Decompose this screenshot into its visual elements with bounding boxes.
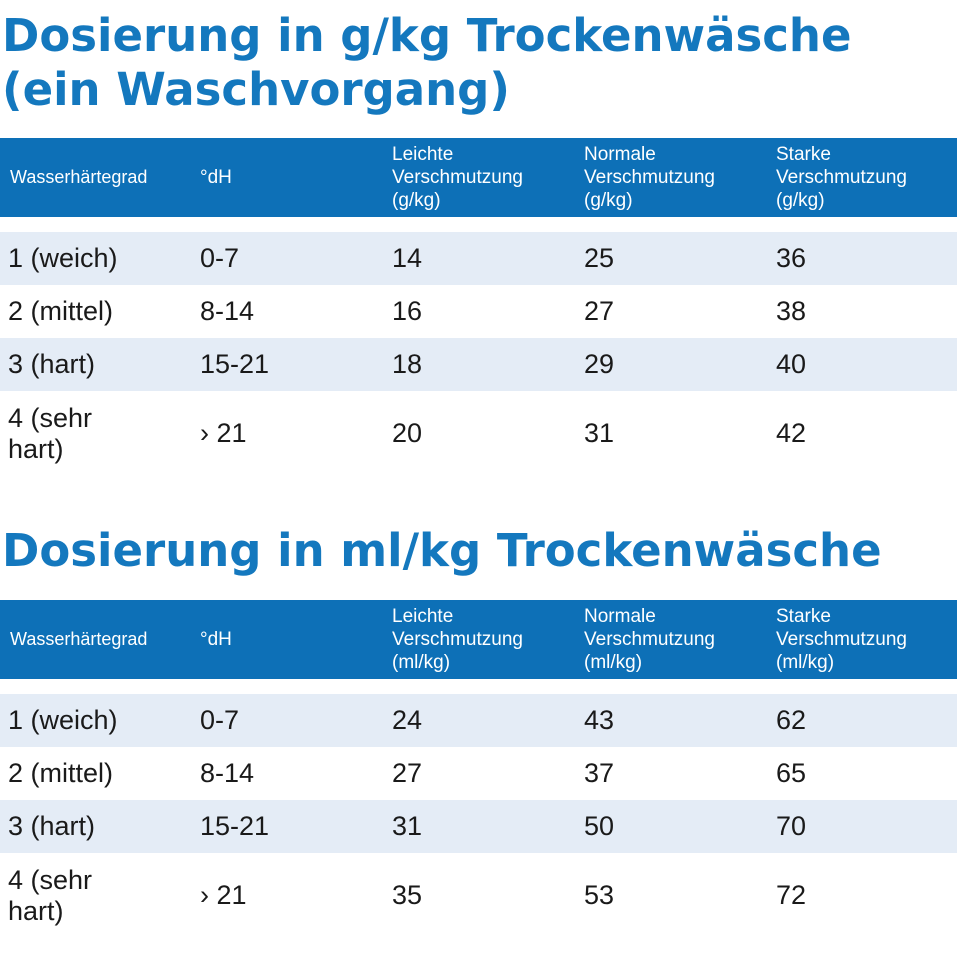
table-row: 4 (sehr hart) › 21 35 53 72 [0, 853, 957, 938]
header-water-hardness: Wasserhärtegrad [10, 167, 148, 187]
table-row: 4 (sehr hart) › 21 20 31 42 [0, 391, 957, 476]
cell-light: 31 [392, 811, 423, 841]
table-header: Wasserhärtegrad °dH Leichte Verschmutzun… [0, 600, 957, 679]
header-normal-soiling: Normale Verschmutzung (g/kg) [584, 144, 715, 211]
cell-normal: 27 [584, 296, 615, 326]
cell-normal: 31 [584, 418, 615, 448]
cell-normal: 29 [584, 349, 615, 379]
cell-hardness: 3 (hart) [8, 811, 96, 841]
cell-dh: 0-7 [200, 705, 240, 735]
cell-dh: 15-21 [200, 811, 270, 841]
cell-normal: 37 [584, 758, 615, 788]
cell-light: 27 [392, 758, 423, 788]
cell-light: 16 [392, 296, 423, 326]
header-water-hardness: Wasserhärtegrad [10, 629, 148, 649]
header-heavy-soiling: Starke Verschmutzung (ml/kg) [776, 606, 907, 673]
table-row: 3 (hart) 15-21 18 29 40 [0, 338, 957, 391]
cell-dh: 15-21 [200, 349, 270, 379]
header-dh: °dH [200, 167, 232, 188]
cell-dh: 0-7 [200, 243, 240, 273]
table-row: 3 (hart) 15-21 31 50 70 [0, 800, 957, 853]
cell-normal: 25 [584, 243, 615, 273]
cell-heavy: 36 [776, 243, 807, 273]
cell-dh: 8-14 [200, 758, 255, 788]
table-row: 1 (weich) 0-7 14 25 36 [0, 232, 957, 285]
cell-heavy: 70 [776, 811, 807, 841]
cell-hardness: 1 (weich) [8, 243, 118, 273]
header-dh: °dH [200, 629, 232, 650]
cell-dh: 8-14 [200, 296, 255, 326]
section-title: Dosierung in ml/kg Trockenwäsche [2, 524, 882, 577]
cell-light: 14 [392, 243, 423, 273]
cell-heavy: 72 [776, 880, 807, 910]
cell-light: 20 [392, 418, 423, 448]
cell-hardness: 4 (sehr hart) [8, 402, 93, 464]
cell-hardness: 3 (hart) [8, 349, 96, 379]
cell-heavy: 40 [776, 349, 807, 379]
cell-heavy: 65 [776, 758, 807, 788]
table-row: 2 (mittel) 8-14 27 37 65 [0, 747, 957, 800]
cell-heavy: 42 [776, 418, 807, 448]
table-row: 2 (mittel) 8-14 16 27 38 [0, 285, 957, 338]
cell-hardness: 4 (sehr hart) [8, 864, 93, 926]
cell-light: 24 [392, 705, 423, 735]
cell-normal: 50 [584, 811, 615, 841]
cell-hardness: 1 (weich) [8, 705, 118, 735]
cell-normal: 53 [584, 880, 615, 910]
header-light-soiling: Leichte Verschmutzung (ml/kg) [392, 606, 523, 673]
cell-hardness: 2 (mittel) [8, 296, 114, 326]
table-header: Wasserhärtegrad °dH Leichte Verschmutzun… [0, 138, 957, 217]
cell-light: 35 [392, 880, 423, 910]
cell-normal: 43 [584, 705, 615, 735]
section-title: Dosierung in g/kg Trockenwäsche (ein Was… [2, 9, 852, 116]
header-heavy-soiling: Starke Verschmutzung (g/kg) [776, 144, 907, 211]
dosage-table-millilitres: Wasserhärtegrad °dH Leichte Verschmutzun… [0, 600, 957, 938]
header-normal-soiling: Normale Verschmutzung (ml/kg) [584, 606, 715, 673]
cell-light: 18 [392, 349, 423, 379]
cell-hardness: 2 (mittel) [8, 758, 114, 788]
cell-heavy: 62 [776, 705, 807, 735]
cell-dh: › 21 [200, 880, 247, 910]
header-light-soiling: Leichte Verschmutzung (g/kg) [392, 144, 523, 211]
cell-heavy: 38 [776, 296, 807, 326]
dosage-table-grams: Wasserhärtegrad °dH Leichte Verschmutzun… [0, 138, 957, 476]
table-row: 1 (weich) 0-7 24 43 62 [0, 694, 957, 747]
cell-dh: › 21 [200, 418, 247, 448]
